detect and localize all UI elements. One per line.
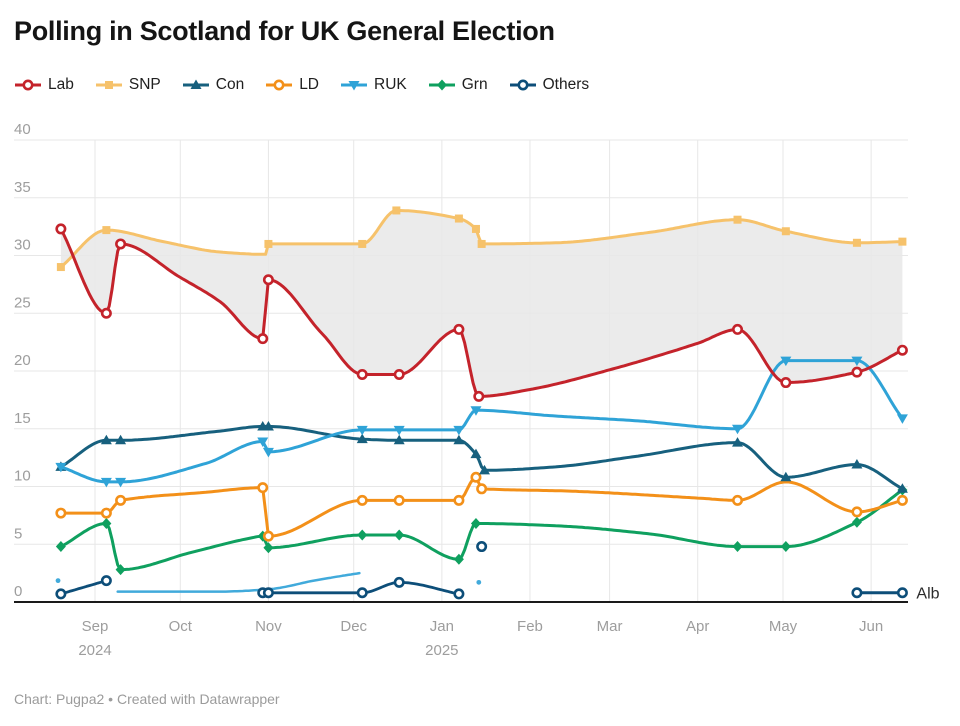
svg-text:40: 40 bbox=[14, 121, 31, 138]
lab-legend-marker-icon bbox=[15, 79, 41, 91]
legend-label-grn: Grn bbox=[461, 76, 488, 93]
series-alba bbox=[55, 571, 482, 593]
legend-label-snp: SNP bbox=[128, 76, 161, 93]
svg-text:5: 5 bbox=[14, 525, 22, 542]
svg-text:0: 0 bbox=[14, 583, 22, 600]
y-axis-labels: 0 5 10 15 20 25 30 35 40 bbox=[14, 121, 31, 600]
legend-label-ruk: RUK bbox=[374, 76, 407, 93]
svg-text:10: 10 bbox=[14, 468, 31, 485]
legend-item-ruk: RUK bbox=[340, 76, 407, 94]
series-ld bbox=[55, 471, 908, 542]
svg-text:2025: 2025 bbox=[425, 642, 458, 659]
chart-legend: Lab SNP Con LD RUK Grn Others bbox=[14, 76, 589, 94]
others-legend-marker-icon bbox=[509, 79, 536, 91]
legend-item-con: Con bbox=[182, 76, 244, 94]
series-others bbox=[55, 541, 488, 600]
svg-text:Jun: Jun bbox=[859, 618, 883, 635]
svg-text:Oct: Oct bbox=[169, 618, 193, 635]
svg-text:15: 15 bbox=[14, 410, 31, 427]
svg-text:2024: 2024 bbox=[78, 642, 111, 659]
legend-label-ld: LD bbox=[299, 76, 320, 93]
snp-lab-gap-band bbox=[60, 210, 903, 397]
legend-item-lab: Lab bbox=[14, 76, 74, 94]
series-grn bbox=[55, 484, 908, 576]
legend-label-others: Others bbox=[542, 76, 590, 93]
svg-text:35: 35 bbox=[14, 179, 31, 196]
legend-label-con: Con bbox=[215, 76, 245, 93]
svg-text:Sep: Sep bbox=[82, 618, 109, 635]
svg-text:25: 25 bbox=[14, 294, 31, 311]
ruk-legend-marker-icon bbox=[341, 81, 368, 91]
chart-title: Polling in Scotland for UK General Elect… bbox=[14, 16, 555, 46]
svg-text:Feb: Feb bbox=[517, 618, 543, 635]
grn-legend-marker-icon bbox=[428, 79, 455, 91]
svg-text:Jan: Jan bbox=[430, 618, 454, 635]
legend-item-grn: Grn bbox=[428, 76, 488, 94]
snp-legend-marker-icon bbox=[95, 81, 122, 89]
svg-text:20: 20 bbox=[14, 352, 31, 369]
series-con bbox=[55, 420, 908, 493]
x-axis-labels: Sep 2024 Oct Nov Dec Jan 2025 Feb Mar Apr May Jun bbox=[78, 618, 883, 659]
series-alb_end: Alb bbox=[851, 585, 940, 602]
con-legend-marker-icon bbox=[182, 79, 209, 89]
series-lab bbox=[55, 223, 908, 402]
series-ruk bbox=[55, 356, 908, 488]
alba-end-label: Alb bbox=[916, 585, 939, 602]
svg-text:May: May bbox=[769, 618, 798, 635]
legend-item-others: Others bbox=[509, 76, 590, 94]
legend-item-snp: SNP bbox=[95, 76, 161, 94]
svg-text:30: 30 bbox=[14, 237, 31, 254]
svg-text:Dec: Dec bbox=[340, 618, 367, 635]
series-snp bbox=[56, 206, 907, 272]
svg-text:Apr: Apr bbox=[686, 618, 709, 635]
legend-label-lab: Lab bbox=[48, 76, 74, 93]
chart-attribution: Chart: Pugpa2 • Created with Datawrapper bbox=[14, 691, 280, 707]
svg-text:Nov: Nov bbox=[255, 618, 282, 635]
legend-item-ld: LD bbox=[265, 76, 319, 94]
svg-text:Mar: Mar bbox=[597, 618, 623, 635]
ld-legend-marker-icon bbox=[266, 79, 293, 91]
